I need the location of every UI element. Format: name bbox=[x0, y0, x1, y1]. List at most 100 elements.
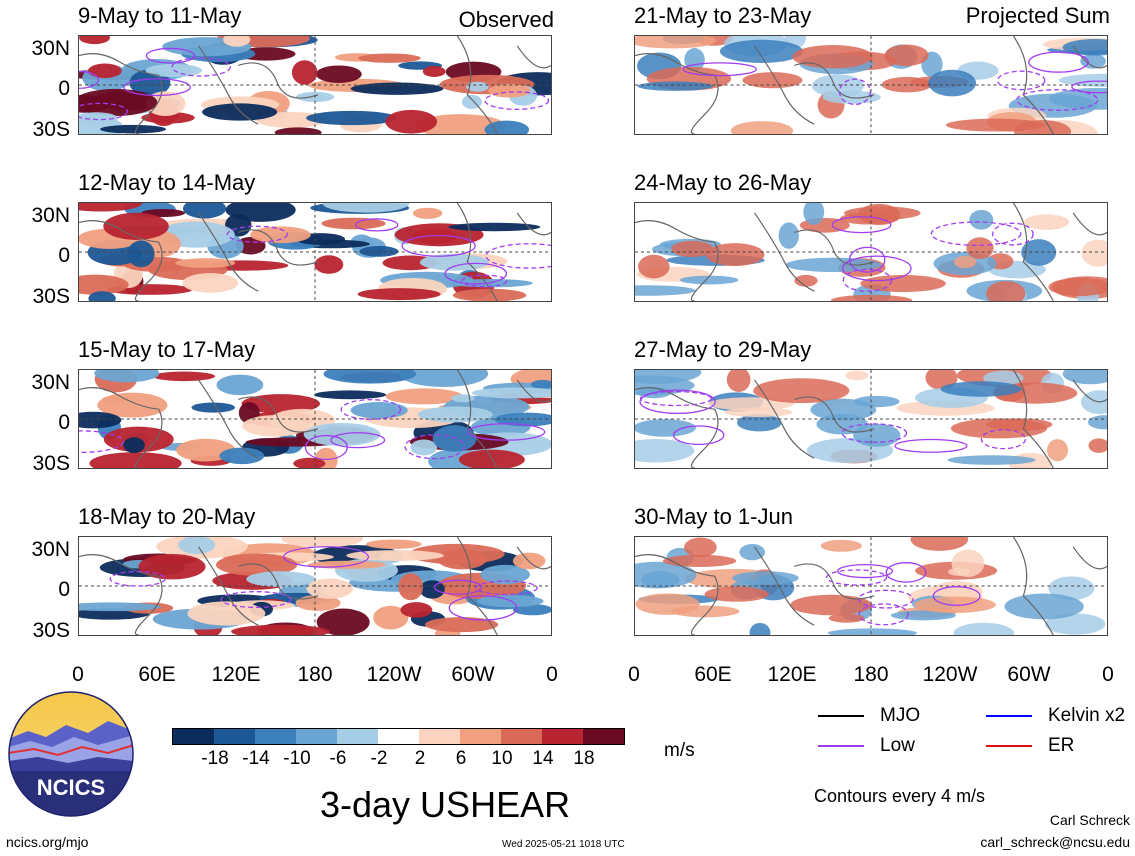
shear-blob bbox=[365, 539, 422, 549]
shear-blob bbox=[410, 439, 438, 456]
shear-blob bbox=[1062, 39, 1107, 56]
shear-blob bbox=[350, 82, 444, 95]
lat-label-0: 0 bbox=[58, 77, 70, 100]
lat-label-30n: 30N bbox=[31, 371, 70, 394]
colorbar-swatch bbox=[501, 729, 542, 744]
low-contour bbox=[930, 221, 1022, 246]
shear-blob bbox=[293, 457, 326, 468]
coastline bbox=[79, 53, 163, 134]
shear-blob bbox=[357, 288, 441, 301]
ushear-field bbox=[79, 36, 551, 134]
low-contour bbox=[226, 225, 288, 243]
shear-blob bbox=[89, 452, 182, 468]
low-contour bbox=[171, 57, 231, 77]
shear-blob bbox=[966, 237, 994, 260]
low-contour bbox=[842, 268, 893, 292]
shear-blob bbox=[969, 209, 994, 230]
shear-blob bbox=[123, 437, 145, 454]
ushear-field bbox=[635, 370, 1107, 468]
shear-blob bbox=[79, 112, 118, 125]
shear-blob bbox=[730, 121, 794, 134]
low-contour bbox=[448, 595, 518, 621]
shear-blob bbox=[684, 537, 717, 558]
low-contour bbox=[639, 389, 716, 415]
shear-blob bbox=[635, 593, 700, 615]
shear-blob bbox=[986, 281, 1026, 301]
low-contour bbox=[858, 603, 909, 626]
low-contour bbox=[1028, 51, 1089, 73]
legend-er-line bbox=[986, 745, 1032, 747]
colorbar-swatch bbox=[214, 729, 255, 744]
coastline bbox=[456, 537, 498, 635]
shear-blob bbox=[415, 114, 506, 134]
panel-title-right-1: 21-May to 23-May bbox=[634, 3, 812, 28]
coastline bbox=[79, 387, 163, 468]
panel-title-left-3: 15-May to 17-May bbox=[78, 337, 256, 362]
shear-blob bbox=[635, 285, 696, 296]
colorbar-swatch bbox=[337, 729, 378, 744]
low-contour bbox=[841, 423, 908, 443]
low-contour bbox=[444, 262, 508, 285]
low-contour bbox=[672, 425, 725, 446]
shear-blob bbox=[187, 601, 266, 626]
low-contour bbox=[123, 78, 191, 97]
shear-blob bbox=[314, 255, 344, 274]
legend-kelvin: Kelvin x2 bbox=[986, 705, 1125, 727]
lon-label-left-60e: 60E bbox=[138, 663, 176, 686]
shear-blob bbox=[742, 72, 803, 89]
footer-timestamp: Wed 2025-05-21 1018 UTC bbox=[502, 839, 625, 850]
coastline bbox=[1012, 370, 1054, 468]
shear-blob bbox=[88, 291, 116, 301]
shear-blob bbox=[954, 255, 977, 269]
shear-blob bbox=[739, 543, 766, 561]
colorbar-swatch bbox=[255, 729, 296, 744]
shear-blob bbox=[79, 36, 110, 45]
shear-blob bbox=[306, 110, 398, 126]
shear-blob bbox=[231, 624, 330, 635]
shear-blob bbox=[951, 549, 985, 577]
colorbar-swatch bbox=[460, 729, 501, 744]
low-contour bbox=[885, 562, 927, 583]
coastline bbox=[197, 546, 259, 626]
shear-blob bbox=[662, 554, 737, 567]
shear-blob bbox=[191, 402, 236, 413]
colorbar-label: -14 bbox=[242, 748, 270, 769]
ushear-field bbox=[79, 203, 551, 301]
lat-label-0: 0 bbox=[58, 244, 70, 267]
map-panel-projected-4 bbox=[634, 536, 1108, 636]
shear-blob bbox=[322, 203, 410, 213]
low-contour bbox=[484, 91, 550, 110]
colorbar-label: -10 bbox=[283, 748, 311, 769]
lon-label-right-0: 0 bbox=[628, 663, 640, 686]
low-contour bbox=[838, 78, 872, 106]
shear-blob bbox=[635, 438, 695, 463]
map-panel-projected-3 bbox=[634, 369, 1108, 469]
shear-blob bbox=[928, 69, 977, 97]
colorbar-label: -2 bbox=[370, 748, 388, 769]
footer-author: Carl Schreck bbox=[1049, 812, 1130, 828]
coastline bbox=[516, 212, 551, 236]
lon-label-right-120w: 120W bbox=[922, 663, 978, 686]
shear-blob bbox=[792, 45, 873, 69]
shear-blob bbox=[724, 407, 793, 418]
shear-blob bbox=[448, 222, 541, 232]
shear-blob bbox=[1044, 613, 1106, 635]
ushear-field bbox=[79, 537, 551, 635]
shear-blob bbox=[985, 418, 1053, 431]
low-contour bbox=[467, 423, 546, 441]
shear-blob bbox=[79, 203, 143, 212]
shear-blob bbox=[860, 275, 946, 293]
coastline bbox=[197, 212, 259, 292]
colorbar-swatch bbox=[296, 729, 337, 744]
low-contour bbox=[79, 70, 99, 89]
colorbar-label: 2 bbox=[414, 748, 426, 769]
shear-blob bbox=[138, 553, 206, 580]
low-contour bbox=[837, 563, 894, 579]
shear-blob bbox=[830, 294, 913, 301]
shear-blob bbox=[512, 604, 551, 616]
shear-blob bbox=[1046, 439, 1069, 462]
shear-blob bbox=[94, 370, 160, 383]
shear-blob bbox=[704, 586, 769, 602]
shear-blob bbox=[400, 602, 433, 618]
low-contour bbox=[283, 546, 370, 568]
